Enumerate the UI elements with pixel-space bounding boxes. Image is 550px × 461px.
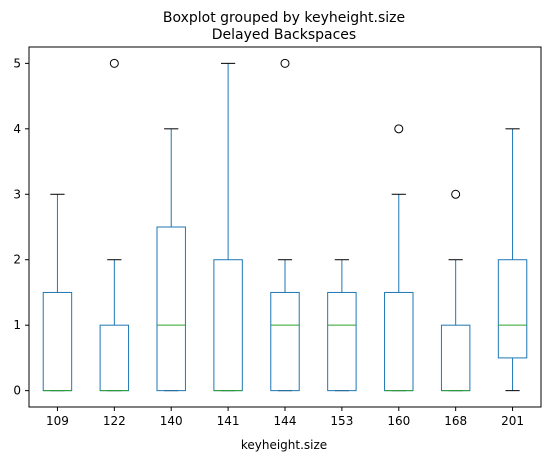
x-tick-label: 140 (160, 414, 183, 428)
box-group-201 (498, 129, 526, 391)
box-group-160 (385, 125, 413, 391)
box-109 (43, 292, 71, 390)
box-144 (271, 292, 299, 390)
x-tick-label: 141 (217, 414, 240, 428)
x-tick-label: 153 (330, 414, 353, 428)
plot-frame (29, 47, 541, 407)
box-group-144 (271, 59, 299, 390)
y-tick-label: 2 (13, 253, 21, 267)
box-153 (328, 292, 356, 390)
chart-subtitle: Delayed Backspaces (212, 27, 356, 43)
x-tick-label: 168 (444, 414, 467, 428)
x-tick-label: 160 (387, 414, 410, 428)
x-tick-label: 201 (501, 414, 524, 428)
chart-title: Boxplot grouped by keyheight.size (163, 10, 405, 26)
y-tick-label: 0 (13, 384, 21, 398)
outlier-point (110, 59, 118, 67)
box-group-141 (214, 63, 242, 390)
outlier-point (452, 190, 460, 198)
x-tick-label: 109 (46, 414, 69, 428)
box-160 (385, 292, 413, 390)
box-group-122 (100, 59, 128, 390)
box-168 (441, 325, 469, 390)
box-group-153 (328, 260, 356, 391)
box-group-109 (43, 194, 71, 390)
box-140 (157, 227, 185, 391)
y-axis: 0 1 2 3 4 5 (13, 56, 29, 397)
outlier-point (395, 125, 403, 133)
y-tick-label: 5 (13, 56, 21, 70)
plot-marks (43, 59, 527, 390)
y-tick-label: 1 (13, 318, 21, 332)
x-axis: 109 122 140 141 144 153 160 168 201 (46, 407, 524, 428)
box-122 (100, 325, 128, 390)
box-201 (498, 260, 526, 358)
x-tick-label: 122 (103, 414, 126, 428)
box-141 (214, 260, 242, 391)
y-tick-label: 4 (13, 122, 21, 136)
box-group-140 (157, 129, 185, 391)
x-tick-label: 144 (274, 414, 297, 428)
x-axis-label: keyheight.size (241, 438, 327, 452)
y-tick-label: 3 (13, 187, 21, 201)
outlier-point (281, 59, 289, 67)
box-group-168 (441, 190, 469, 390)
